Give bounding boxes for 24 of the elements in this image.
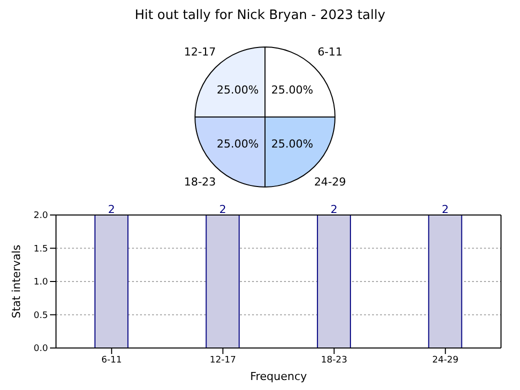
slice-label: 12-17 xyxy=(184,45,216,58)
y-axis-title: Stat intervals xyxy=(10,244,23,318)
data-label: 2 xyxy=(442,203,449,216)
data-label: 25.00% xyxy=(271,138,314,151)
chart-title: Hit out tally for Nick Bryan - 2023 tally xyxy=(134,8,386,25)
slice-label: 18-23 xyxy=(184,176,216,189)
data-label: 25.00% xyxy=(216,83,259,96)
x-tick-label: 18-23 xyxy=(321,355,348,366)
y-tick-label: 1.0 xyxy=(34,278,48,288)
x-tick-label: 12-17 xyxy=(210,355,236,366)
y-tick-label: 0.0 xyxy=(34,344,48,354)
data-label: 2 xyxy=(330,203,338,216)
y-tick-label: 0.5 xyxy=(34,310,48,321)
y-tick-label: 1.5 xyxy=(34,244,48,254)
slice-label: 24-29 xyxy=(314,176,346,189)
data-label: 2 xyxy=(108,203,115,216)
y-tick-label: 2.0 xyxy=(34,211,48,222)
data-label: 25.00% xyxy=(216,138,259,151)
slice-label: 6-11 xyxy=(318,45,343,58)
data-label: 2 xyxy=(219,203,226,216)
x-tick-label: 6-11 xyxy=(101,355,122,366)
x-tick-label: 24-29 xyxy=(432,355,459,366)
data-label: 25.00% xyxy=(271,83,314,96)
x-axis-title: Frequency xyxy=(250,370,308,383)
